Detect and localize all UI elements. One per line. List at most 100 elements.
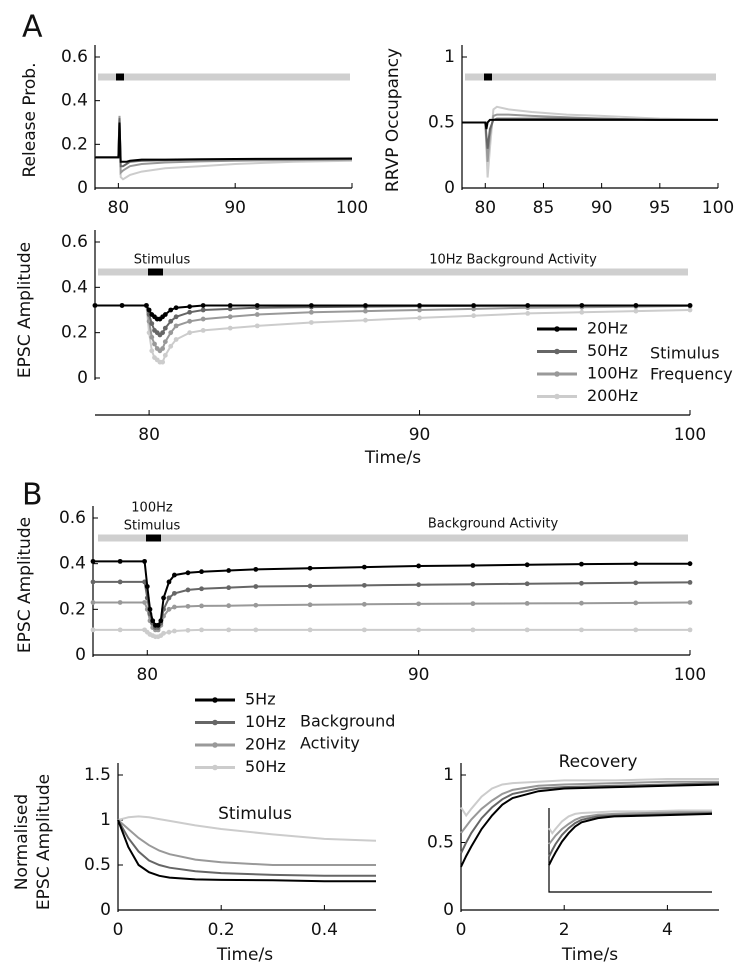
chart-title: Recovery bbox=[559, 752, 638, 772]
data-point bbox=[199, 586, 204, 592]
x-tick-label: 90 bbox=[591, 198, 613, 218]
data-point bbox=[254, 323, 260, 329]
data-point bbox=[187, 304, 193, 309]
data-point bbox=[162, 325, 168, 331]
data-point bbox=[307, 602, 313, 608]
data-point bbox=[227, 306, 233, 312]
legend-label: 20Hz bbox=[245, 735, 286, 754]
data-point bbox=[308, 309, 314, 315]
data-point bbox=[160, 330, 166, 336]
data-point bbox=[307, 583, 313, 589]
y-tick-label: 0 bbox=[443, 900, 454, 920]
data-point bbox=[185, 587, 191, 593]
y-tick-label: 0 bbox=[75, 645, 86, 665]
data-point bbox=[172, 572, 177, 578]
legend-marker bbox=[212, 764, 218, 771]
y-tick-label: 0.5 bbox=[84, 855, 111, 875]
data-point bbox=[417, 315, 422, 321]
data-point bbox=[253, 566, 259, 572]
data-point bbox=[579, 580, 584, 586]
legend-marker bbox=[554, 393, 560, 400]
data-point bbox=[687, 307, 693, 313]
data-point bbox=[199, 603, 204, 609]
data-point bbox=[92, 303, 98, 308]
data-point bbox=[633, 303, 639, 308]
data-point bbox=[161, 630, 166, 636]
data-point bbox=[158, 618, 164, 624]
x-tick-label: 80 bbox=[136, 665, 158, 685]
data-point bbox=[579, 561, 584, 567]
data-point bbox=[200, 316, 206, 322]
data-point bbox=[185, 603, 191, 609]
data-point bbox=[579, 600, 584, 606]
data-point bbox=[185, 570, 191, 576]
data-point bbox=[633, 308, 639, 314]
data-point bbox=[200, 303, 206, 308]
y-tick-label: 0 bbox=[77, 178, 88, 198]
data-point bbox=[168, 318, 174, 324]
legend-marker bbox=[554, 371, 560, 377]
data-point bbox=[173, 337, 179, 342]
series-line bbox=[93, 628, 690, 638]
data-point bbox=[687, 561, 693, 567]
data-point bbox=[149, 348, 155, 354]
series-line bbox=[462, 113, 718, 162]
series-line bbox=[95, 115, 353, 181]
y-tick-label: 0 bbox=[77, 368, 88, 388]
data-point bbox=[185, 627, 191, 633]
data-point bbox=[416, 582, 422, 588]
x-tick-label: 90 bbox=[408, 665, 430, 685]
data-point bbox=[150, 618, 156, 624]
legend-marker bbox=[554, 348, 560, 355]
series-line bbox=[117, 819, 376, 877]
data-point bbox=[579, 627, 584, 633]
y-tick-label: 1.5 bbox=[84, 765, 111, 785]
data-point bbox=[162, 352, 168, 358]
data-point bbox=[524, 581, 530, 587]
y-tick-label: 0.4 bbox=[59, 554, 86, 574]
data-point bbox=[417, 307, 422, 313]
annotation: 10Hz Background Activity bbox=[429, 253, 597, 268]
data-point bbox=[470, 627, 476, 633]
data-point bbox=[155, 622, 161, 628]
data-point bbox=[226, 627, 232, 633]
data-point bbox=[152, 341, 157, 347]
x-tick-label: 80 bbox=[138, 425, 160, 445]
data-point bbox=[200, 328, 206, 333]
y-tick-label: 0.6 bbox=[59, 508, 86, 528]
data-point bbox=[579, 303, 585, 308]
series-line bbox=[117, 819, 376, 883]
x-tick-label: 4 bbox=[662, 920, 673, 940]
data-point bbox=[227, 303, 233, 308]
legend-title: Frequency bbox=[650, 365, 733, 384]
series-line bbox=[93, 601, 691, 631]
legend-title: Activity bbox=[300, 734, 360, 753]
data-point bbox=[147, 606, 153, 612]
series-line bbox=[462, 118, 718, 130]
inset-line bbox=[548, 812, 713, 866]
data-point bbox=[687, 627, 693, 633]
legend-marker bbox=[212, 719, 218, 726]
data-point bbox=[470, 601, 476, 607]
data-point bbox=[166, 595, 172, 601]
data-point bbox=[199, 569, 204, 575]
data-point bbox=[161, 595, 166, 601]
data-point bbox=[524, 562, 530, 568]
data-point bbox=[172, 604, 177, 610]
data-point bbox=[160, 346, 166, 351]
data-point bbox=[416, 563, 422, 569]
legend-label: 200Hz bbox=[587, 386, 638, 405]
legend-title: Background bbox=[300, 712, 395, 731]
x-tick-label: 100 bbox=[702, 198, 734, 218]
data-point bbox=[172, 628, 177, 634]
series-line bbox=[460, 782, 720, 854]
data-point bbox=[361, 564, 367, 570]
x-tick-label: 0 bbox=[113, 920, 124, 940]
data-point bbox=[361, 601, 367, 607]
data-point bbox=[173, 314, 179, 320]
y-tick-label: 0.4 bbox=[61, 277, 88, 297]
series-line bbox=[95, 304, 691, 353]
data-point bbox=[90, 558, 96, 564]
x-axis-label: Time/s bbox=[216, 945, 273, 965]
legend-label: 100Hz bbox=[587, 364, 638, 383]
